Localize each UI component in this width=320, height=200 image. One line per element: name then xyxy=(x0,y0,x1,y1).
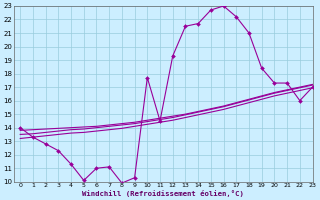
X-axis label: Windchill (Refroidissement éolien,°C): Windchill (Refroidissement éolien,°C) xyxy=(82,190,244,197)
